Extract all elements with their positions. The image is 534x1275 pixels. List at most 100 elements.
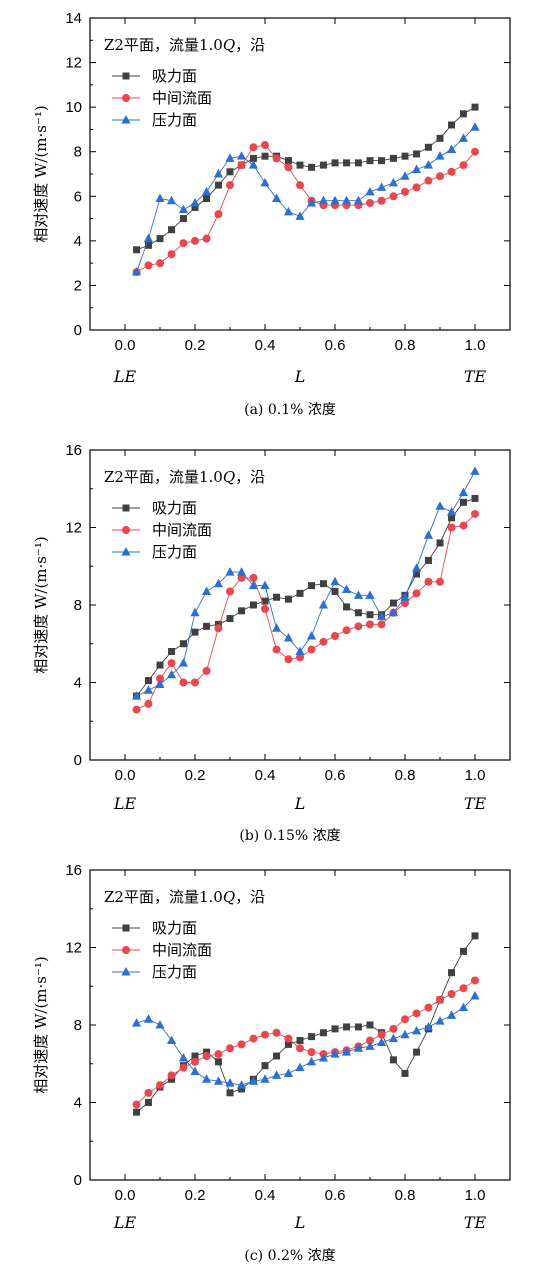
data-point — [143, 685, 154, 694]
data-point — [401, 1069, 409, 1077]
data-point — [400, 592, 410, 601]
data-point — [308, 1033, 316, 1041]
x-position-label: TE — [464, 367, 487, 386]
data-point — [272, 154, 281, 163]
data-point — [261, 1062, 269, 1070]
data-point — [261, 1030, 269, 1039]
data-point — [190, 607, 200, 617]
data-point — [353, 195, 364, 205]
data-point — [435, 151, 445, 160]
series-3 — [131, 466, 480, 700]
data-point — [295, 211, 305, 220]
x-position-label: L — [294, 794, 306, 813]
data-point — [354, 1023, 362, 1031]
data-point — [342, 626, 351, 635]
data-point — [411, 164, 422, 174]
data-point — [249, 154, 257, 162]
data-point — [459, 110, 467, 118]
data-point — [446, 507, 457, 516]
data-point — [389, 154, 397, 162]
y-axis-label: 相对速度 W/(m·s⁻¹) — [32, 536, 50, 674]
x-tick-label: 1.0 — [465, 1187, 486, 1204]
x-position-label: TE — [464, 1213, 487, 1232]
data-point — [133, 246, 141, 254]
data-point — [447, 990, 456, 998]
data-point — [378, 157, 386, 165]
data-point — [458, 487, 469, 497]
data-point — [435, 1016, 445, 1025]
data-point — [341, 1047, 352, 1056]
data-point — [446, 144, 457, 153]
data-point — [308, 582, 316, 590]
legend-marker — [121, 115, 131, 124]
data-point — [249, 1034, 258, 1043]
data-point — [296, 1044, 304, 1053]
data-point — [331, 1025, 339, 1033]
data-point — [132, 705, 141, 714]
data-point — [354, 622, 363, 631]
data-point — [366, 611, 374, 619]
data-point — [284, 157, 292, 165]
legend-marker — [121, 547, 131, 556]
data-point — [156, 674, 164, 683]
data-point — [447, 167, 456, 176]
data-point — [377, 196, 386, 205]
data-point — [296, 161, 304, 169]
data-point — [400, 171, 410, 180]
data-point — [448, 514, 456, 522]
x-position-label: LE — [113, 794, 137, 813]
data-point — [156, 1081, 164, 1090]
data-point — [236, 151, 247, 160]
data-point — [411, 1025, 422, 1035]
data-point — [260, 177, 270, 187]
data-point — [412, 1009, 421, 1018]
panel-caption: (b) 0.15% 浓度 — [239, 828, 340, 844]
data-point — [319, 580, 327, 588]
data-point — [214, 1050, 223, 1059]
data-point — [249, 143, 258, 152]
data-point — [237, 573, 246, 582]
legend-label: 吸力面 — [152, 67, 197, 85]
data-point — [248, 580, 259, 590]
data-point — [214, 624, 223, 633]
data-point — [424, 176, 433, 185]
data-point — [413, 570, 421, 578]
data-point — [331, 159, 339, 167]
data-point — [283, 1068, 294, 1077]
legend-label: 中间流面 — [152, 941, 212, 959]
data-point — [401, 187, 409, 196]
data-point — [179, 678, 188, 687]
data-point — [401, 1015, 409, 1024]
data-point — [377, 620, 386, 629]
data-point — [156, 259, 164, 268]
data-point — [166, 669, 177, 679]
data-point — [144, 699, 153, 708]
data-point — [284, 163, 293, 172]
data-point — [341, 195, 352, 205]
data-point — [214, 210, 223, 219]
data-point — [167, 250, 176, 259]
data-point — [236, 1080, 247, 1089]
x-tick-label: 0.4 — [255, 337, 276, 354]
data-point — [471, 976, 479, 985]
data-point — [133, 1108, 141, 1116]
panel-caption: (c) 0.2% 浓度 — [244, 1248, 335, 1264]
data-point — [436, 577, 444, 586]
data-point — [365, 186, 375, 196]
data-point — [295, 1062, 305, 1072]
y-tick-label: 16 — [65, 442, 82, 459]
series-line — [136, 980, 476, 1105]
data-point — [389, 599, 397, 607]
data-point — [271, 1070, 282, 1079]
data-point — [237, 1040, 246, 1049]
data-point — [319, 1029, 327, 1037]
data-point — [178, 204, 189, 214]
data-point — [318, 195, 329, 205]
data-point — [131, 1018, 142, 1027]
data-point — [190, 1066, 200, 1075]
chart-panel-2: 0.0 0.2 0.4 0.6 0.8 1.0 0 4 8 12 16 相对速度 W/(m·s⁻¹) Z… — [32, 442, 511, 844]
data-point — [284, 595, 292, 603]
legend-label: 中间流面 — [152, 521, 212, 539]
data-point — [261, 604, 269, 613]
legend-label: 压力面 — [152, 963, 197, 981]
